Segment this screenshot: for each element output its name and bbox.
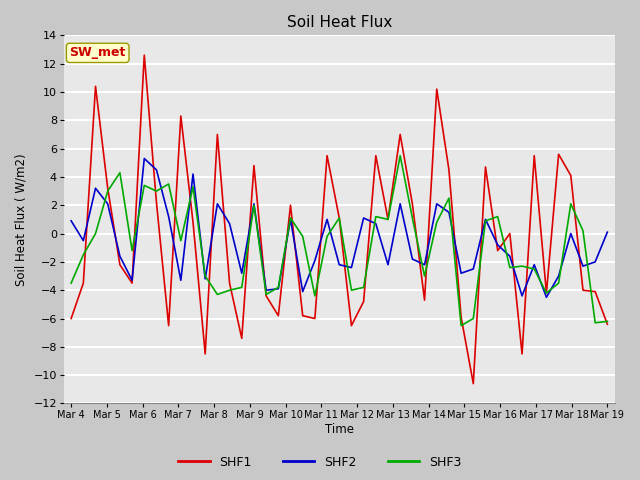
Title: Soil Heat Flux: Soil Heat Flux [287, 15, 392, 30]
X-axis label: Time: Time [324, 423, 354, 436]
Y-axis label: Soil Heat Flux ( W/m2): Soil Heat Flux ( W/m2) [15, 153, 28, 286]
Text: SW_met: SW_met [70, 47, 126, 60]
Legend: SHF1, SHF2, SHF3: SHF1, SHF2, SHF3 [173, 451, 467, 474]
